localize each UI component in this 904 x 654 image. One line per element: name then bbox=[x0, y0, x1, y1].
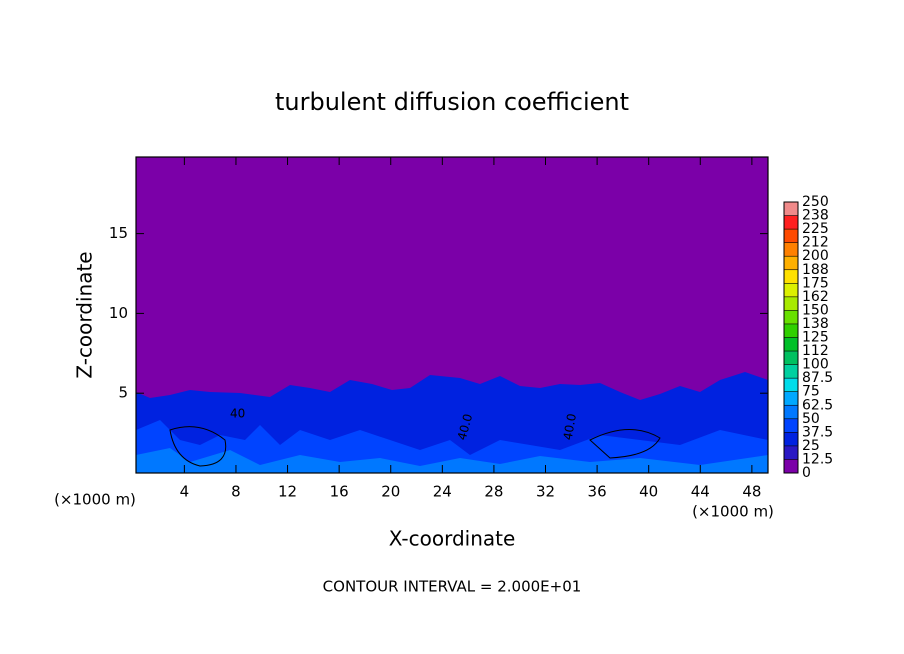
colorbar-label: 200 bbox=[802, 248, 829, 264]
colorbar-bin bbox=[784, 445, 798, 460]
field bbox=[136, 157, 768, 473]
plot-frame bbox=[135, 156, 769, 474]
colorbar-label: 162 bbox=[802, 289, 829, 305]
colorbar-label: 138 bbox=[802, 316, 829, 332]
colorbar-label: 188 bbox=[802, 262, 829, 278]
colorbar-label: 150 bbox=[802, 302, 829, 318]
contour-label: 40 bbox=[230, 407, 245, 421]
x-tick-label: 36 bbox=[588, 483, 607, 501]
chart-title: turbulent diffusion coefficient bbox=[275, 88, 629, 116]
footer: CONTOUR INTERVAL = 2.000E+01 bbox=[323, 578, 582, 596]
x-tick-label: 4 bbox=[180, 483, 190, 501]
colorbar-bin bbox=[784, 269, 798, 284]
colorbar-bin bbox=[784, 391, 798, 406]
colorbar-bin bbox=[784, 378, 798, 392]
contour-label: 40.0 bbox=[561, 412, 579, 441]
y-axis-label: Z-coordinate bbox=[73, 251, 97, 378]
x-unit-label: (×1000 m) bbox=[54, 491, 136, 509]
x-tick-label: 44 bbox=[691, 483, 710, 501]
field-region bbox=[136, 448, 768, 473]
colorbar-bin bbox=[784, 283, 798, 297]
colorbar-bin bbox=[784, 459, 798, 473]
x-tick-label: 20 bbox=[381, 483, 400, 501]
colorbar-label: 25 bbox=[802, 438, 820, 454]
colorbar-label: 12.5 bbox=[802, 451, 833, 467]
x-unit-label: (×1000 m) bbox=[692, 503, 774, 521]
x-axis-label: X-coordinate bbox=[389, 527, 516, 551]
x-tick-label: 32 bbox=[536, 483, 555, 501]
x-tick-label: 8 bbox=[231, 483, 241, 501]
x-tick-label: 28 bbox=[484, 483, 503, 501]
colorbar-bin bbox=[784, 418, 798, 433]
contour-label: 40.0 bbox=[455, 412, 475, 441]
colorbar-bin bbox=[784, 296, 798, 311]
colorbar-bin bbox=[784, 364, 798, 379]
colorbar-bin bbox=[784, 242, 798, 257]
colorbar-label: 75 bbox=[802, 384, 820, 400]
colorbar-label: 212 bbox=[802, 235, 829, 251]
colorbar-label: 175 bbox=[802, 275, 829, 291]
colorbar-label: 238 bbox=[802, 208, 829, 224]
colorbar-bin bbox=[784, 323, 798, 338]
colorbar-bin bbox=[784, 405, 798, 419]
x-tick-label: 48 bbox=[742, 483, 761, 501]
y-tick-label: 5 bbox=[118, 384, 128, 402]
colorbar-label: 250 bbox=[802, 194, 829, 210]
colorbar-label: 62.5 bbox=[802, 397, 833, 413]
colorbar-bin bbox=[784, 202, 798, 216]
colorbar-label: 100 bbox=[802, 357, 829, 373]
colorbar-bin bbox=[784, 432, 798, 446]
y-tick-label: 15 bbox=[109, 224, 128, 242]
colorbar-label: 125 bbox=[802, 330, 829, 346]
x-tick-label: 16 bbox=[330, 483, 349, 501]
colorbar-label: 112 bbox=[802, 343, 829, 359]
colorbar-label: 87.5 bbox=[802, 370, 833, 386]
colorbar-bin bbox=[784, 215, 798, 230]
x-tick-label: 24 bbox=[433, 483, 452, 501]
colorbar-bin bbox=[784, 256, 798, 270]
x-tick-label: 40 bbox=[639, 483, 658, 501]
colorbar-label: 0 bbox=[802, 465, 811, 481]
colorbar-bin bbox=[784, 229, 798, 243]
contour-line bbox=[169, 426, 661, 467]
colorbar-label: 50 bbox=[802, 411, 820, 427]
x-tick-label: 12 bbox=[278, 483, 297, 501]
colorbar-label: 37.5 bbox=[802, 424, 833, 440]
colorbar-bin bbox=[784, 351, 798, 365]
y-tick-label: 10 bbox=[109, 304, 128, 322]
colorbar-bin bbox=[784, 310, 798, 324]
colorbar-label: 225 bbox=[802, 221, 829, 237]
colorbar-bin bbox=[784, 337, 798, 352]
